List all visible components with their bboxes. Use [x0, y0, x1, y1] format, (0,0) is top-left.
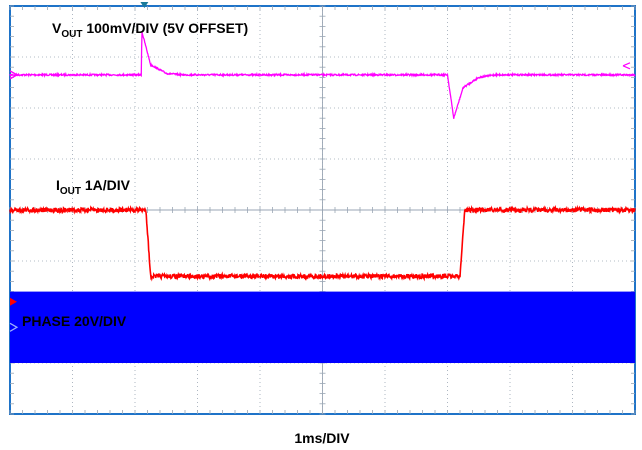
traces: [9, 32, 636, 363]
iout-label: IOUT 1A/DIV: [56, 177, 131, 197]
ch1-level-marker-icon: [9, 70, 19, 80]
phase-label: PHASE 20V/DIV: [22, 313, 127, 329]
ch2-level-marker-icon: [10, 297, 17, 306]
ch1-trigger-level-icon: [622, 62, 631, 70]
phase-trace: [10, 291, 635, 363]
x-axis-label: 1ms/DIV: [294, 430, 350, 446]
vout-trace: [9, 32, 636, 119]
channel-markers: [9, 2, 631, 332]
trigger-marker-icon: [140, 2, 149, 8]
ch3-level-marker-icon: [9, 322, 19, 332]
vout-label: VOUT 100mV/DIV (5V OFFSET): [52, 20, 248, 40]
iout-trace: [9, 204, 636, 282]
